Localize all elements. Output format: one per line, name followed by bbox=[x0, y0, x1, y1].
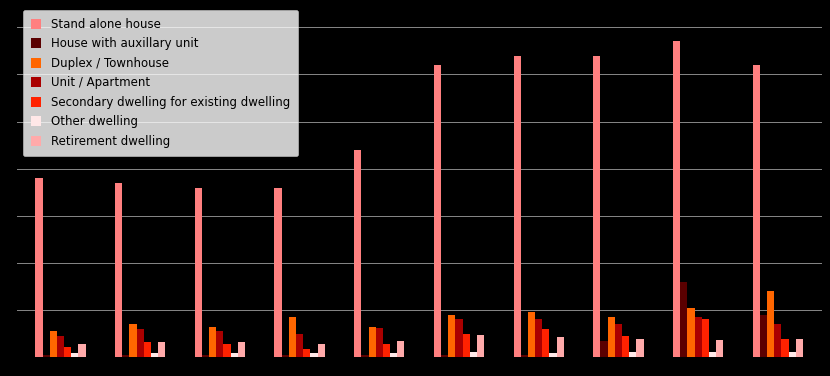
Bar bbox=[753, 65, 760, 357]
Bar bbox=[456, 320, 462, 357]
Bar bbox=[716, 340, 723, 357]
Bar bbox=[593, 56, 600, 357]
Bar bbox=[709, 352, 716, 357]
Bar bbox=[608, 317, 615, 357]
Bar bbox=[361, 355, 369, 357]
Bar bbox=[202, 355, 209, 357]
Bar bbox=[195, 188, 202, 357]
Bar bbox=[209, 327, 217, 357]
Bar bbox=[238, 342, 245, 357]
Bar bbox=[782, 339, 788, 357]
Bar bbox=[673, 41, 681, 357]
Bar bbox=[122, 355, 129, 357]
Bar bbox=[760, 315, 767, 357]
Bar bbox=[448, 315, 456, 357]
Bar bbox=[289, 317, 296, 357]
Bar bbox=[528, 312, 535, 357]
Bar bbox=[129, 324, 137, 357]
Legend: Stand alone house, House with auxillary unit, Duplex / Townhouse, Unit / Apartme: Stand alone house, House with auxillary … bbox=[22, 10, 298, 156]
Bar bbox=[281, 355, 289, 357]
Bar bbox=[557, 337, 564, 357]
Bar bbox=[767, 291, 774, 357]
Bar bbox=[303, 349, 310, 357]
Bar bbox=[788, 352, 796, 357]
Bar bbox=[687, 308, 695, 357]
Bar bbox=[622, 336, 629, 357]
Bar bbox=[615, 324, 622, 357]
Bar bbox=[434, 65, 441, 357]
Bar bbox=[158, 342, 165, 357]
Bar bbox=[695, 317, 701, 357]
Bar bbox=[796, 339, 803, 357]
Bar bbox=[470, 352, 477, 357]
Bar bbox=[217, 331, 223, 357]
Bar bbox=[390, 353, 398, 357]
Bar bbox=[115, 183, 122, 357]
Bar bbox=[71, 353, 78, 357]
Bar bbox=[681, 282, 687, 357]
Bar bbox=[36, 178, 42, 357]
Bar bbox=[701, 320, 709, 357]
Bar bbox=[629, 352, 637, 357]
Bar bbox=[151, 353, 158, 357]
Bar bbox=[441, 355, 448, 357]
Bar bbox=[296, 334, 303, 357]
Bar bbox=[549, 353, 557, 357]
Bar bbox=[231, 353, 238, 357]
Bar bbox=[774, 324, 782, 357]
Bar bbox=[64, 347, 71, 357]
Bar bbox=[542, 329, 549, 357]
Bar bbox=[78, 344, 85, 357]
Bar bbox=[310, 353, 318, 357]
Bar bbox=[56, 336, 64, 357]
Bar bbox=[462, 334, 470, 357]
Bar bbox=[637, 339, 643, 357]
Bar bbox=[398, 341, 404, 357]
Bar bbox=[144, 342, 151, 357]
Bar bbox=[369, 327, 376, 357]
Bar bbox=[275, 188, 281, 357]
Bar bbox=[477, 335, 484, 357]
Bar bbox=[318, 344, 325, 357]
Bar bbox=[383, 344, 390, 357]
Bar bbox=[376, 328, 383, 357]
Bar bbox=[42, 355, 50, 357]
Bar bbox=[137, 329, 144, 357]
Bar bbox=[50, 331, 56, 357]
Bar bbox=[535, 320, 542, 357]
Bar bbox=[223, 344, 231, 357]
Bar bbox=[354, 150, 361, 357]
Bar bbox=[520, 355, 528, 357]
Bar bbox=[600, 341, 608, 357]
Bar bbox=[514, 56, 520, 357]
